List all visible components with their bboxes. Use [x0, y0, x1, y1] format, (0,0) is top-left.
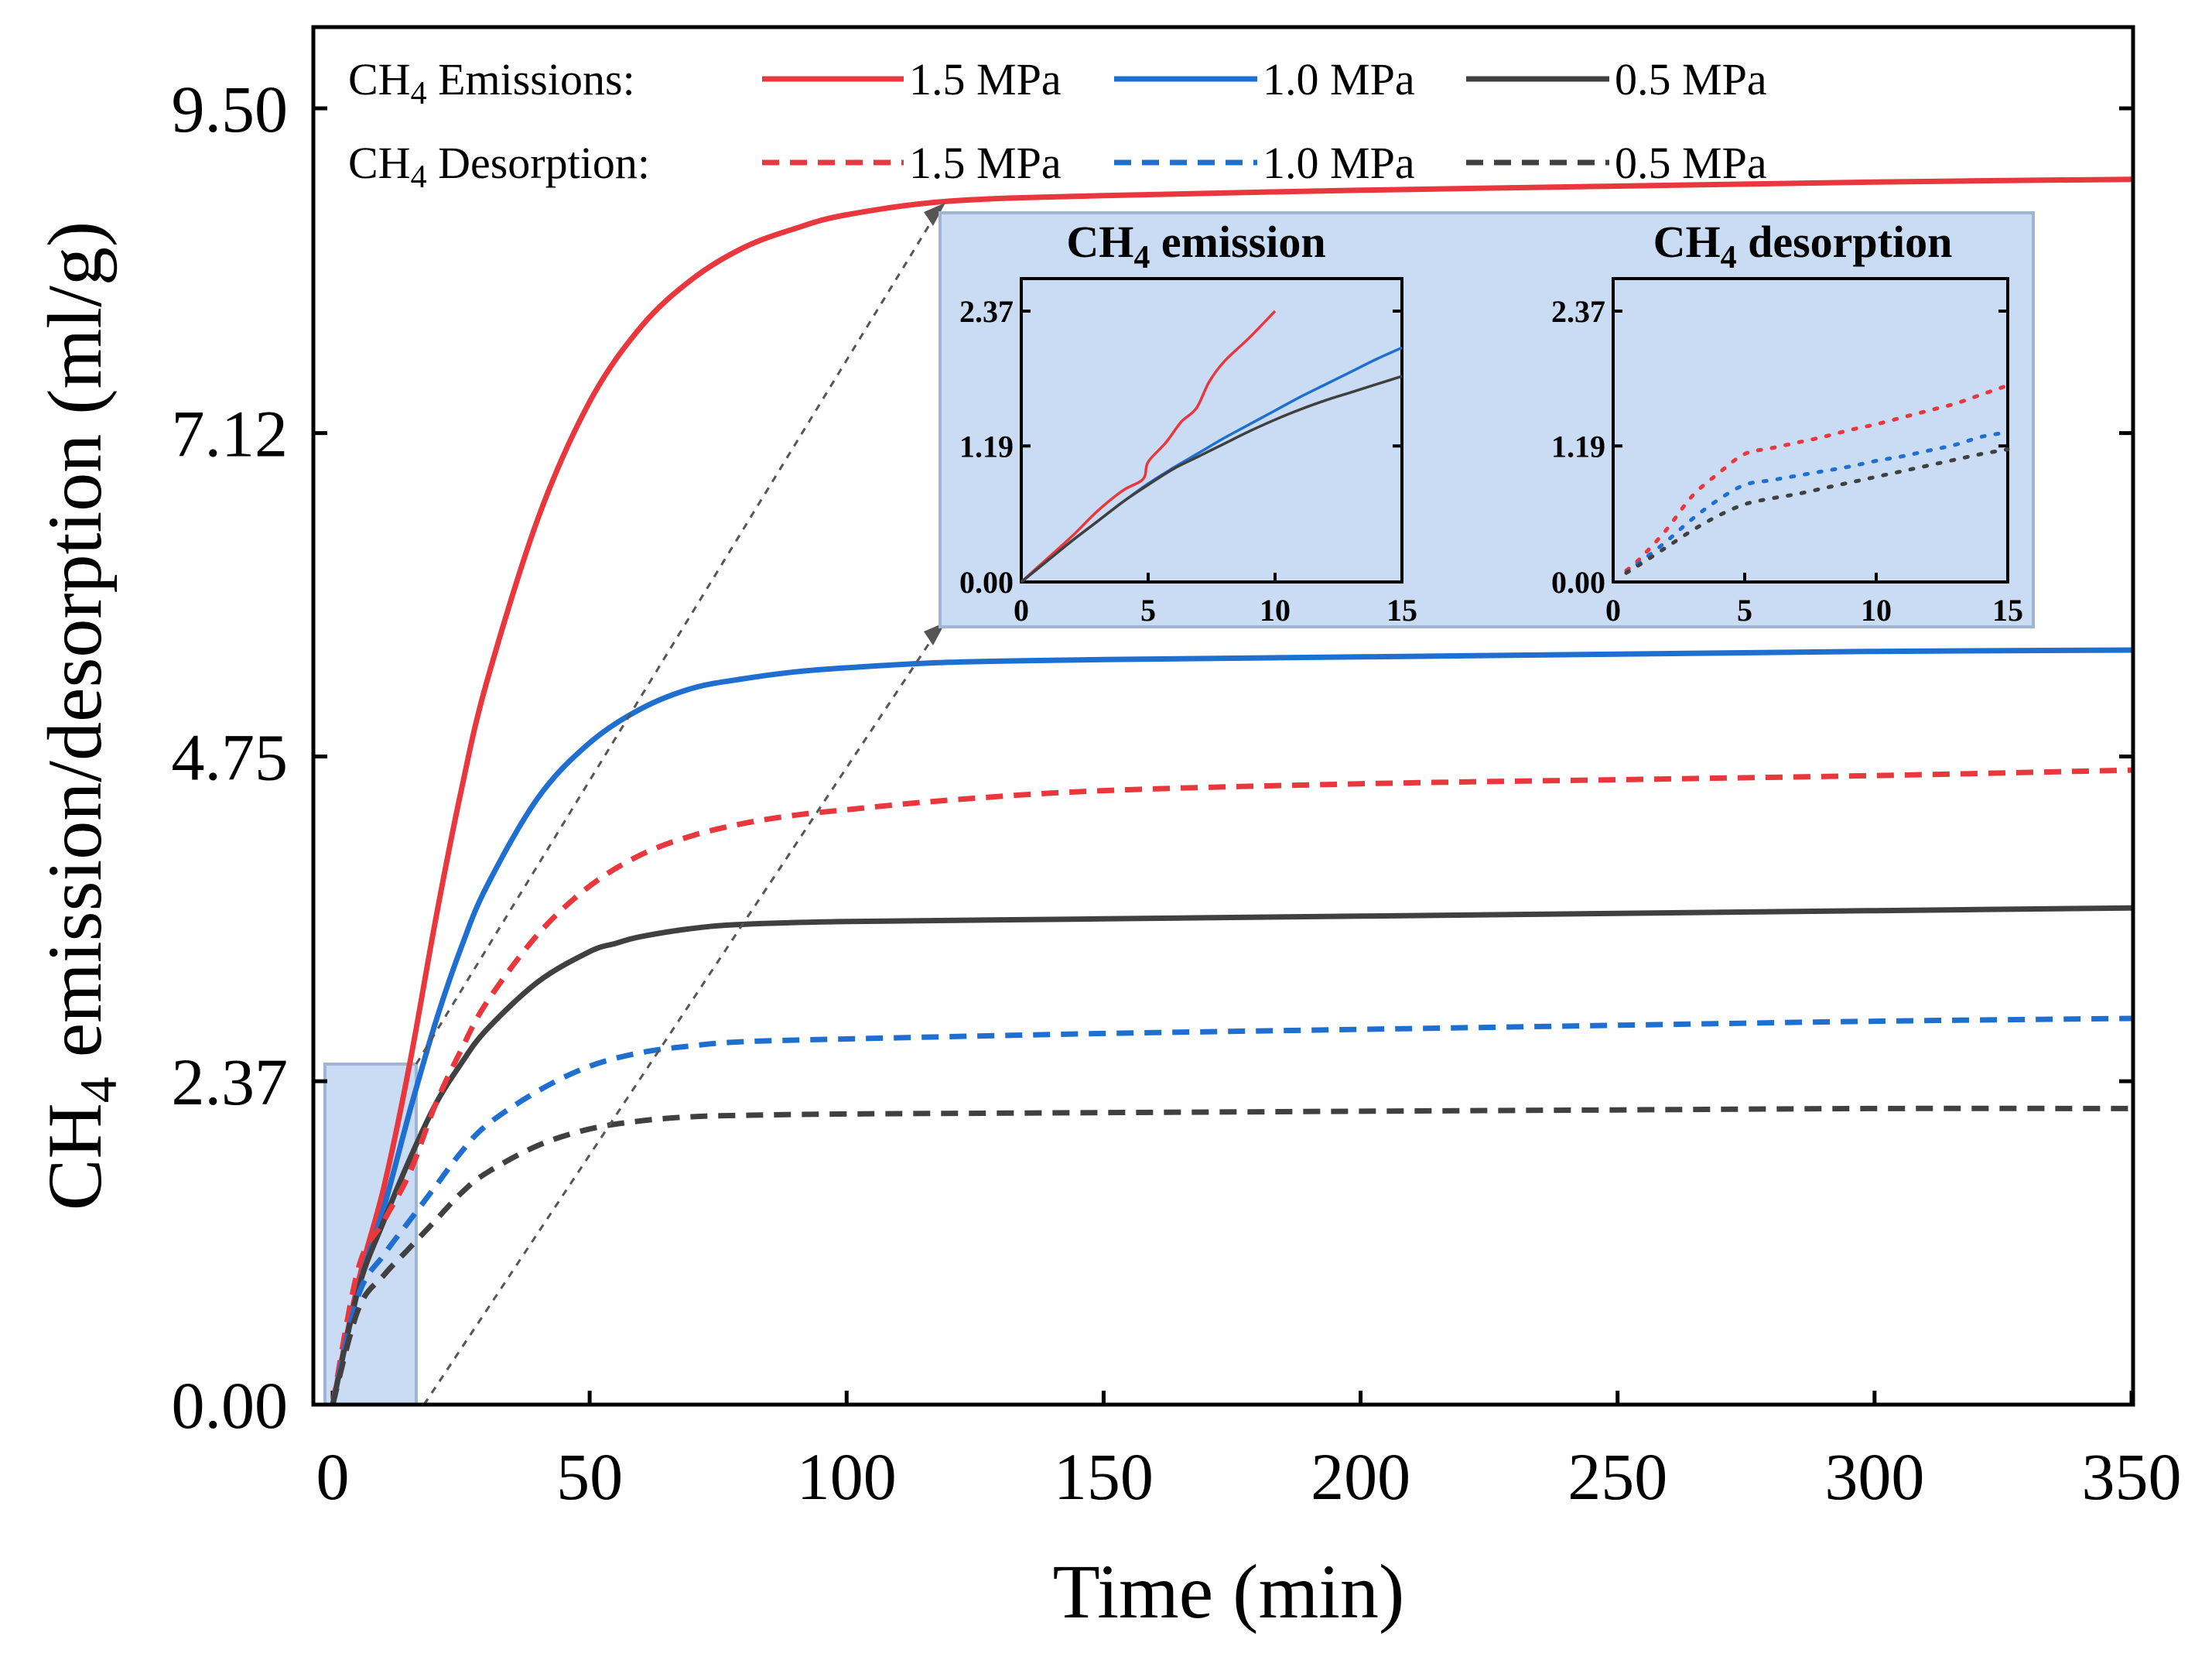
series-line-emission-0.5-mpa	[330, 905, 2132, 1405]
inset-x-tick-label: 10	[1260, 593, 1291, 628]
inset-frame	[1020, 277, 1403, 584]
inset-series-dotted-0.5-mpa	[1624, 447, 2010, 575]
legend-row-emissions-label: CH4 Emissions:	[348, 54, 635, 111]
inset-frame	[1612, 277, 2009, 584]
inset-x-tick-label: 0	[1605, 593, 1621, 628]
series-line-emission-1.0-mpa	[330, 647, 2132, 1405]
main-plot-frame	[311, 25, 2135, 1407]
inset-x-tick-label: 15	[1386, 593, 1417, 628]
inset-x-tick-label: 10	[1861, 593, 1892, 628]
inset-y-tick-label: 0.00	[1551, 565, 1605, 600]
inset-x-tick-label: 5	[1140, 593, 1156, 628]
legend-label-desorption-1.0: 1.0 MPa	[1263, 138, 1415, 188]
inset-desorption-plot: 0 5 10 15 0.00 1.19 2.37	[1551, 277, 2023, 628]
inset-x-tick-label: 15	[1992, 593, 2023, 628]
series-line-desorption-1.5-mpa	[330, 767, 2132, 1405]
connector-line-top	[415, 207, 942, 1065]
connector-arrowhead-top	[924, 203, 945, 226]
x-tick-label: 150	[1054, 1439, 1154, 1514]
x-tick-label: 200	[1311, 1439, 1410, 1514]
y-tick-label: 7.12	[172, 397, 289, 471]
inset-y-tick-label: 1.19	[1551, 429, 1605, 464]
connector-line-bottom	[422, 626, 942, 1405]
y-tick-label: 0.00	[172, 1368, 289, 1443]
inset-panel	[938, 211, 2035, 628]
series-line-desorption-0.5-mpa	[330, 1105, 2132, 1405]
series-line-emission-1.5-mpa	[330, 176, 2132, 1405]
inset-x-tick-label: 0	[1014, 593, 1029, 628]
legend-label-emission-0.5: 0.5 MPa	[1615, 54, 1767, 104]
y-tick-label: 9.50	[172, 72, 289, 146]
y-tick-label: 2.37	[172, 1045, 289, 1119]
inset-emission-title: CH4 emission	[1066, 217, 1325, 276]
series-line-desorption-1.0-mpa	[330, 1015, 2132, 1405]
inset-series-dotted-1.0-mpa	[1624, 430, 2010, 575]
inset-series-solid-1.5-mpa	[1020, 310, 1277, 584]
y-axis-title: CH4 emission/desorption (ml/g)	[32, 221, 128, 1210]
inset-y-tick-label: 2.37	[959, 294, 1014, 329]
legend-label-emission-1.5: 1.5 MPa	[909, 54, 1062, 104]
x-tick-label: 250	[1568, 1439, 1667, 1514]
inset-series-solid-0.5-mpa	[1020, 375, 1403, 584]
x-tick-label: 100	[797, 1439, 897, 1514]
inset-y-tick-label: 1.19	[959, 429, 1014, 464]
legend-label-desorption-0.5: 0.5 MPa	[1615, 138, 1767, 188]
x-tick-label: 50	[556, 1439, 623, 1514]
inset-emission-plot: 0 5 10 15 0.00 1.19 2.37	[959, 277, 1417, 628]
legend-label-desorption-1.5: 1.5 MPa	[909, 138, 1062, 188]
inset-y-tick-label: 0.00	[959, 565, 1014, 600]
x-tick-label: 350	[2082, 1439, 2182, 1514]
inset-y-tick-label: 2.37	[1551, 294, 1605, 329]
inset-x-tick-label: 5	[1737, 593, 1752, 628]
zoom-connectors	[415, 207, 942, 1405]
legend: CH4 Emissions: 1.5 MPa 1.0 MPa 0.5 MPa C…	[348, 54, 1767, 195]
x-tick-label: 0	[316, 1439, 350, 1514]
legend-label-emission-1.0: 1.0 MPa	[1263, 54, 1415, 104]
inset-desorption-title: CH4 desorption	[1653, 217, 1953, 276]
main-axis-ticks: 0 50 100 150 200 250 300 3500.002.374.757.129.5…	[172, 72, 2182, 1514]
main-series-group	[330, 176, 2132, 1405]
y-tick-label: 4.75	[172, 720, 289, 795]
x-axis-title: Time (min)	[1053, 1549, 1405, 1634]
x-tick-label: 300	[1824, 1439, 1924, 1514]
legend-row-desorption-label: CH4 Desorption:	[348, 138, 650, 195]
